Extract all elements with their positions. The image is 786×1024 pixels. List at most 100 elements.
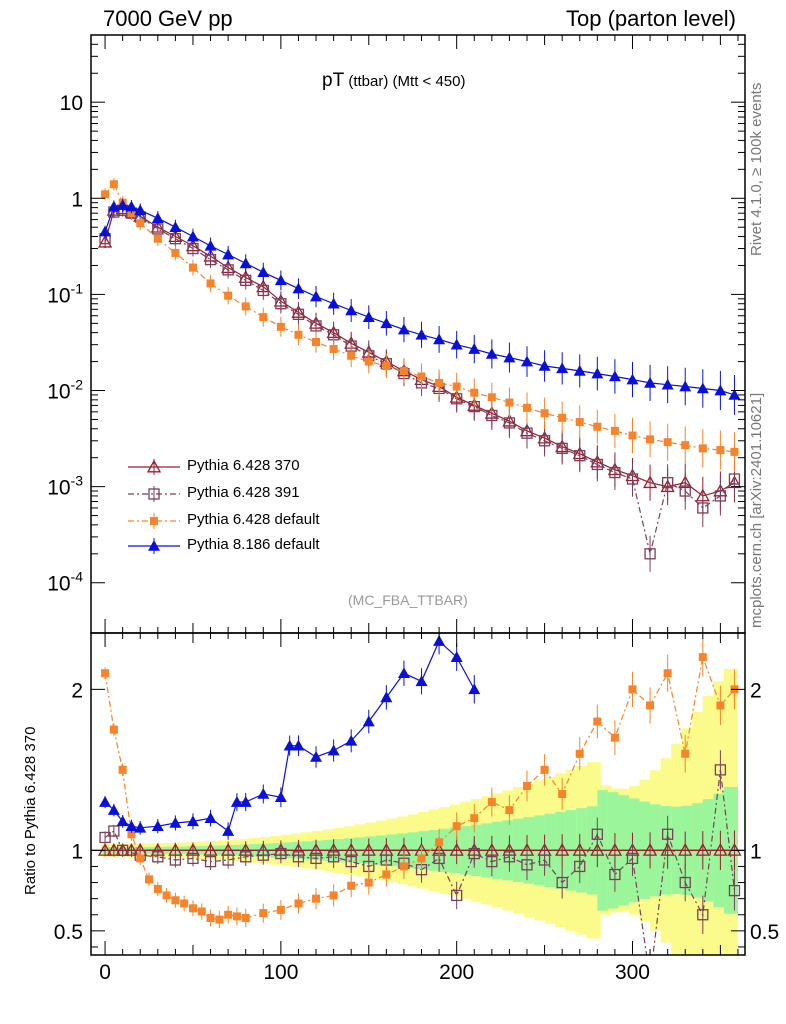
ratio-point-p370 <box>678 843 693 856</box>
ratio-point-p391 <box>538 854 551 866</box>
ratio-point-p8 <box>283 739 296 751</box>
ratio-point-p8 <box>380 691 393 703</box>
main-point-p8 <box>116 199 129 210</box>
ratio-point-p8 <box>345 734 358 746</box>
ratio-point-p6def <box>452 822 461 831</box>
ratio-point-p391 <box>222 854 234 866</box>
ratio-point-p8 <box>151 820 164 831</box>
ratio-point-p391 <box>679 876 691 889</box>
main-y-tick-label: 10-3 <box>47 473 83 500</box>
ratio-point-p6def <box>347 881 356 890</box>
ratio-point-p8 <box>134 821 147 833</box>
ratio-point-p8 <box>222 825 235 836</box>
main-point-p6def <box>663 438 672 447</box>
ratio-point-p391 <box>451 889 463 902</box>
main-point-p391 <box>574 450 586 462</box>
ratio-point-p391 <box>591 828 603 840</box>
main-point-p8 <box>538 359 551 371</box>
ratio-point-p8 <box>274 791 287 803</box>
ratio-point-p6def <box>241 913 250 922</box>
main-point-p8 <box>556 362 569 374</box>
main-point-p391 <box>591 458 603 471</box>
main-point-p391 <box>609 466 621 479</box>
ratio-point-p370 <box>642 843 658 856</box>
ratio-series-p391 <box>99 750 741 955</box>
tick-base: 10 <box>47 284 70 307</box>
main-point-p8 <box>433 333 446 345</box>
ratio-point-p6def <box>136 854 145 863</box>
main-point-p8 <box>107 200 120 212</box>
main-point-p6def <box>698 444 707 453</box>
main-point-p6def <box>575 418 584 427</box>
ratio-series-p6def <box>101 637 739 929</box>
ratio-point-p6def <box>118 765 127 774</box>
main-y-tick-label: 10 <box>60 92 83 115</box>
title-sub: (ttbar) <box>344 73 389 90</box>
main-point-p6def <box>558 413 567 422</box>
ratio-point-p6def <box>364 878 373 887</box>
main-point-p6def <box>364 357 373 366</box>
ratio-point-p8 <box>204 812 217 823</box>
ratio-point-p370 <box>727 843 742 856</box>
main-point-p8 <box>450 338 463 350</box>
ratio-point-p8 <box>186 815 199 827</box>
main-point-p8 <box>679 380 692 392</box>
main-point-p6def <box>312 337 321 346</box>
main-point-p6def <box>188 263 197 272</box>
ratio-point-p6def <box>153 884 162 893</box>
ratio-point-p6def <box>558 790 567 798</box>
main-point-p370 <box>642 475 658 489</box>
main-point-p6def <box>646 435 655 444</box>
ratio-point-p391 <box>661 828 674 840</box>
ratio-point-p6def <box>435 838 444 847</box>
ratio-point-p6def <box>575 749 584 758</box>
main-point-p8 <box>521 355 533 367</box>
main-point-p391 <box>503 417 516 429</box>
ratio-point-p6def <box>610 733 619 742</box>
main-line-p370 <box>104 208 735 497</box>
main-point-p6def <box>417 372 426 381</box>
main-point-p6def <box>241 302 250 311</box>
main-point-p8 <box>239 257 252 269</box>
tick-exponent: -2 <box>71 377 84 393</box>
ratio-point-p391 <box>116 844 129 856</box>
ratio-point-p6def <box>145 875 154 884</box>
ratio-point-p6def <box>197 907 206 916</box>
ratio-point-p6def <box>276 905 285 914</box>
main-point-p391 <box>292 308 305 321</box>
ratio-point-p6def <box>470 814 479 823</box>
tick-exponent: -1 <box>71 280 84 296</box>
ratio-point-p391 <box>521 859 533 871</box>
ratio-point-p391 <box>609 868 621 881</box>
main-point-p8 <box>222 248 235 260</box>
ratio-point-p8 <box>310 750 323 762</box>
main-point-p8 <box>468 343 481 354</box>
tick-base: 10 <box>47 381 70 404</box>
ratio-point-p391 <box>468 847 480 860</box>
legend-label-p370: Pythia 6.428 370 <box>187 457 300 474</box>
ratio-point-p391 <box>345 855 357 868</box>
ratio-point-p8 <box>169 816 182 828</box>
main-point-p391 <box>240 274 252 287</box>
ratio-line-p391 <box>104 769 736 955</box>
x-tick-label: 200 <box>439 961 474 984</box>
main-point-p8 <box>345 304 358 316</box>
ratio-point-p6def <box>259 909 268 918</box>
ratio-point-p370 <box>449 843 464 856</box>
main-point-p391 <box>626 473 639 485</box>
main-point-p6def <box>276 322 285 331</box>
header-left: 7000 GeV pp <box>103 6 233 31</box>
ratio-point-p6def <box>127 830 136 839</box>
ratio-point-p370 <box>97 843 113 856</box>
main-series-p370 <box>97 201 742 516</box>
ratio-point-p8 <box>468 683 481 695</box>
ratio-point-p370 <box>660 843 675 856</box>
x-tick-label: 0 <box>99 961 111 984</box>
main-point-p6def <box>730 447 739 456</box>
main-point-p6def <box>435 378 444 387</box>
x-tick-label: 100 <box>263 961 298 984</box>
main-point-p6def <box>681 441 690 450</box>
ratio-point-p391 <box>99 831 111 844</box>
main-point-p391 <box>204 253 217 266</box>
legend-label-p8: Pythia 8.186 default <box>187 536 320 553</box>
